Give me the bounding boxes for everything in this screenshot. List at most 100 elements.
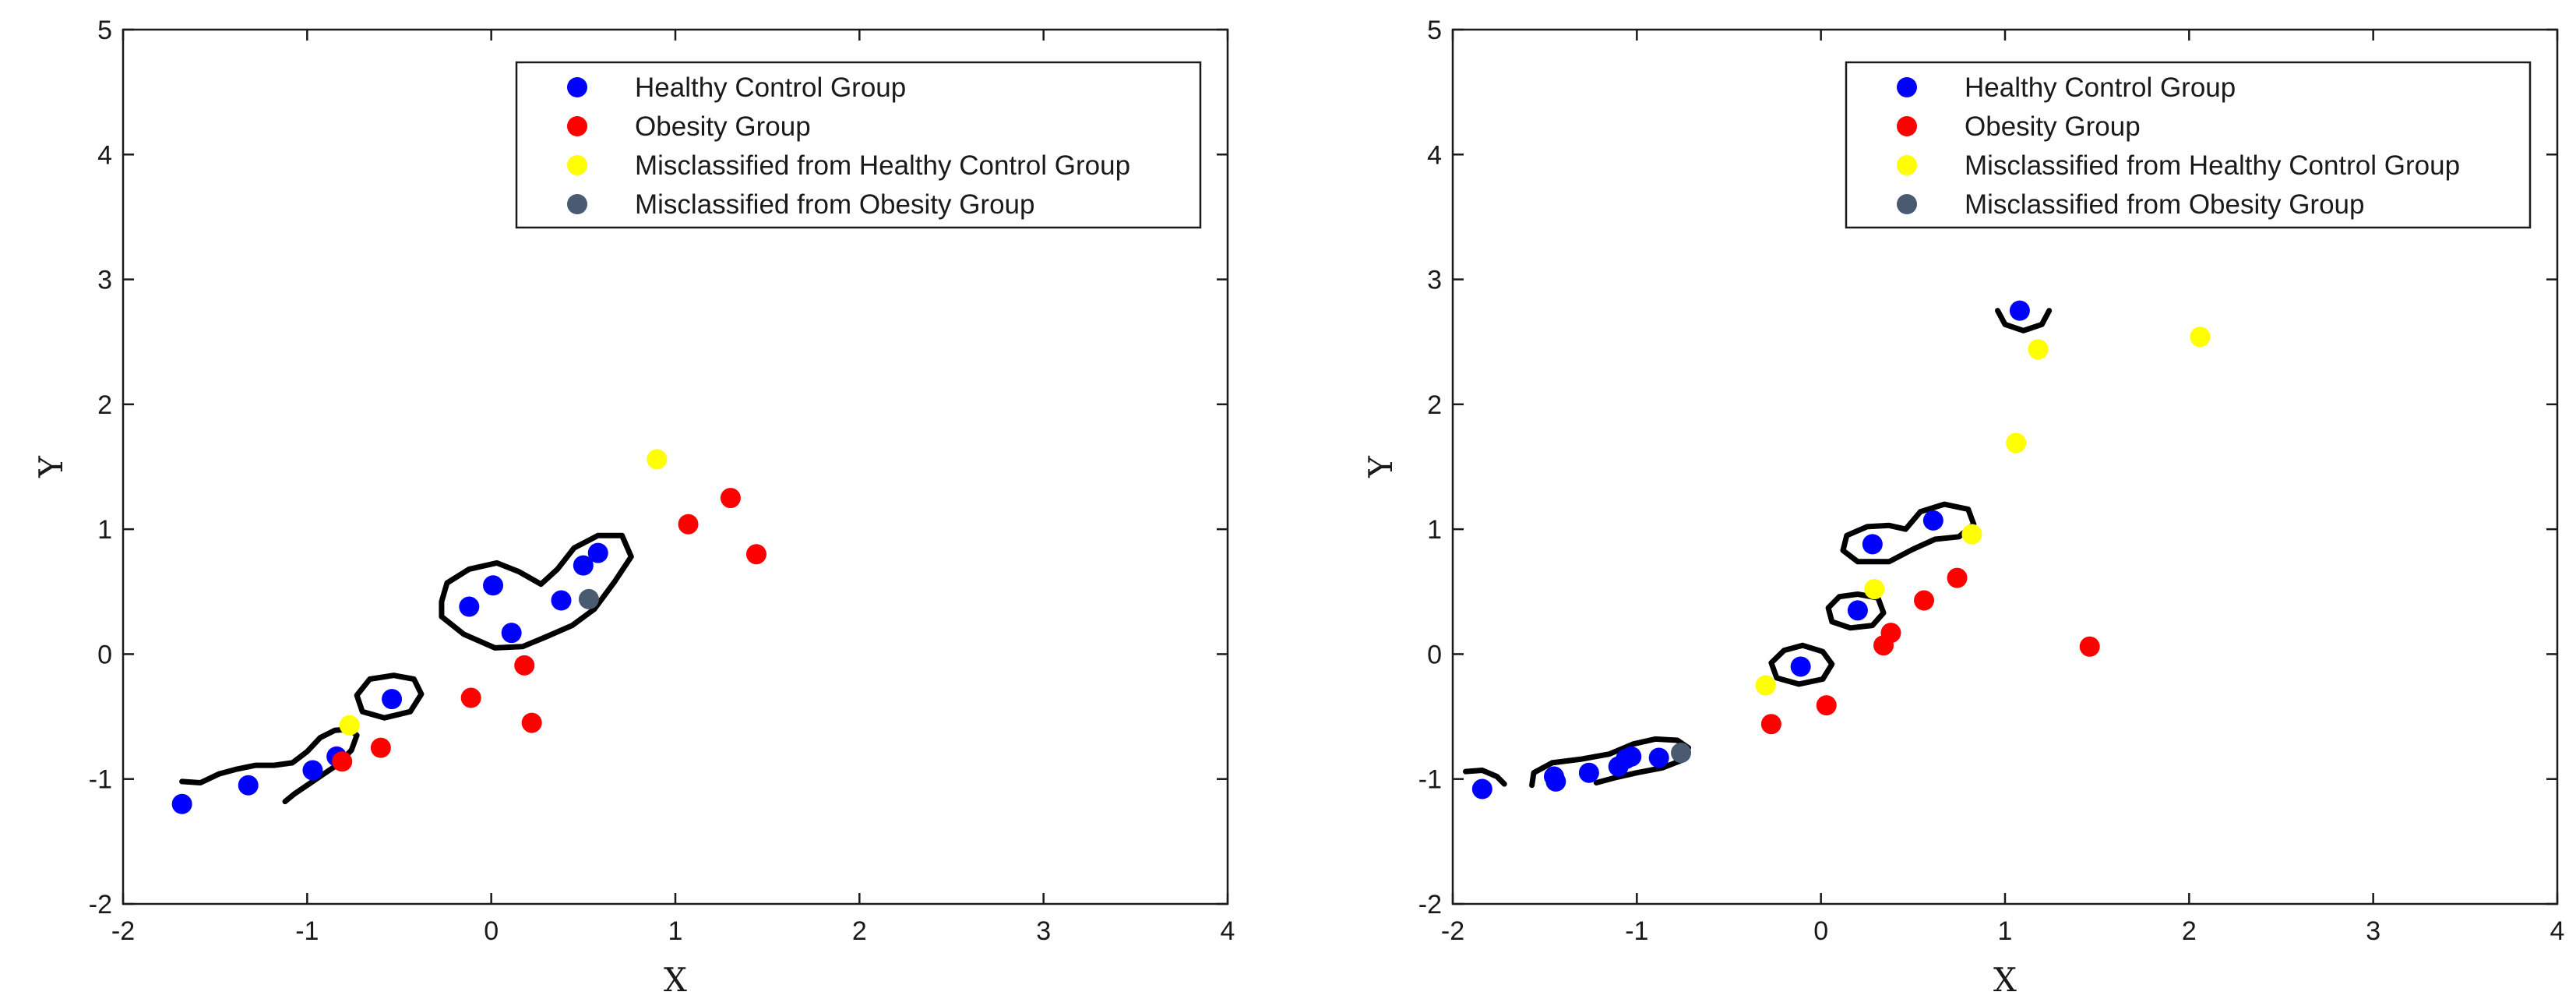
- y-tick-label: 4: [97, 140, 112, 170]
- misclassified-obesity-point: [1671, 743, 1692, 764]
- misclassified-healthy-point: [1961, 524, 1982, 545]
- x-tick-label: 0: [484, 916, 499, 946]
- obesity-point: [1760, 714, 1781, 735]
- misclassified-healthy-point: [2006, 432, 2027, 454]
- misclassified-healthy-point: [2028, 339, 2049, 360]
- healthy-point: [551, 590, 572, 611]
- obesity-point: [1947, 567, 1968, 588]
- legend: Healthy Control Group Obesity Group Miscla…: [515, 61, 1202, 229]
- x-tick-label: 2: [2182, 916, 2197, 946]
- decision-boundary-curve: [1529, 736, 1691, 789]
- y-tick-label: -2: [89, 890, 112, 920]
- healthy-point: [382, 689, 403, 710]
- decision-boundary-curve: [439, 532, 634, 651]
- y-tick-label: -1: [89, 765, 112, 795]
- y-tick-label: 0: [1427, 640, 1442, 669]
- legend-marker: [1897, 77, 1917, 97]
- healthy-point: [1471, 778, 1492, 800]
- y-tick-label: -1: [1418, 765, 1442, 795]
- misclassified-healthy-point: [647, 449, 668, 470]
- legend-entry-label: Misclassified from Healthy Control Group: [1965, 150, 2460, 181]
- y-tick-label: 5: [1427, 16, 1442, 45]
- left-chart-panel: -2 -1 0 1 2 3 4 -2 -1 0 1 2 3 4 5 X Y Healthy Control Gro…: [32, 16, 1235, 999]
- x-tick-label: 3: [1036, 916, 1051, 946]
- misclassified-healthy-point: [1864, 579, 1885, 600]
- obesity-point: [1816, 695, 1837, 716]
- obesity-point: [678, 514, 699, 535]
- legend-entry-label: Healthy Control Group: [1965, 72, 2236, 103]
- misclassified-obesity-point: [578, 588, 599, 609]
- decision-boundary-curve: [1463, 768, 1507, 787]
- healthy-point: [459, 596, 480, 617]
- legend-marker: [567, 155, 587, 175]
- healthy-point: [302, 760, 323, 781]
- x-tick-label: 3: [2366, 916, 2380, 946]
- legend: Healthy Control Group Obesity Group Miscla…: [1845, 61, 2532, 229]
- healthy-point: [2009, 300, 2030, 321]
- x-tick-label: -2: [111, 916, 135, 946]
- decision-boundary-curve: [1840, 501, 1977, 565]
- decision-boundary-curve: [1768, 642, 1835, 687]
- legend-entry-label: Misclassified from Obesity Group: [635, 189, 1034, 220]
- healthy-point: [587, 542, 608, 563]
- decision-boundary-curve: [1995, 308, 2053, 334]
- x-tick-label: 1: [668, 916, 683, 946]
- healthy-point: [1621, 746, 1642, 767]
- healthy-point: [171, 793, 192, 814]
- legend-box: [515, 61, 1202, 229]
- y-tick-label: 4: [1427, 140, 1442, 170]
- healthy-point: [1862, 534, 1883, 555]
- healthy-point: [1578, 762, 1599, 783]
- obesity-point: [720, 488, 741, 509]
- legend-entry-label: Misclassified from Healthy Control Group: [635, 150, 1130, 181]
- y-tick-label: 1: [97, 515, 112, 545]
- healthy-point: [1790, 656, 1811, 677]
- obesity-point: [521, 712, 542, 733]
- legend-box: [1845, 61, 2532, 229]
- x-tick-label: 4: [2550, 916, 2565, 946]
- right-chart-panel: -2 -1 0 1 2 3 4 -2 -1 0 1 2 3 4 5 X Y Healthy Control Gro…: [1362, 16, 2564, 999]
- legend-marker: [567, 194, 587, 214]
- healthy-point: [501, 623, 522, 644]
- x-tick-label: 0: [1813, 916, 1828, 946]
- x-tick-label: -2: [1441, 916, 1464, 946]
- x-tick-label: 1: [1998, 916, 2013, 946]
- healthy-point: [573, 555, 594, 576]
- healthy-point: [1545, 771, 1566, 792]
- decision-boundary-curve: [179, 726, 360, 805]
- healthy-point: [1922, 510, 1943, 531]
- healthy-point: [1847, 600, 1868, 621]
- legend-entry-label: Misclassified from Obesity Group: [1965, 189, 2364, 220]
- misclassified-healthy-point: [2190, 327, 2211, 348]
- x-tick-label: 4: [1221, 916, 1235, 946]
- y-tick-label: -2: [1418, 890, 1442, 920]
- obesity-point: [514, 655, 535, 676]
- y-axis-label: Y: [1362, 455, 1400, 478]
- obesity-point: [1880, 623, 1901, 644]
- x-tick-label: -1: [295, 916, 319, 946]
- x-axis-label: X: [664, 961, 687, 999]
- y-tick-label: 2: [1427, 390, 1442, 420]
- decision-boundary-curve: [354, 672, 425, 721]
- misclassified-healthy-point: [1755, 675, 1776, 696]
- healthy-point: [238, 775, 259, 796]
- healthy-point: [483, 575, 504, 596]
- y-axis-label: Y: [32, 455, 70, 478]
- decision-boundary-curve: [1825, 591, 1887, 631]
- obesity-point: [332, 751, 353, 772]
- obesity-point: [745, 544, 766, 565]
- legend-entry-label: Obesity Group: [1965, 111, 2141, 142]
- healthy-point: [1648, 747, 1669, 768]
- misclassified-healthy-point: [339, 715, 360, 736]
- x-tick-label: 2: [852, 916, 867, 946]
- y-tick-label: 1: [1427, 515, 1442, 545]
- obesity-point: [460, 687, 481, 708]
- legend-marker: [1897, 194, 1917, 214]
- legend-entry-label: Healthy Control Group: [635, 72, 906, 103]
- obesity-point: [370, 737, 391, 758]
- y-tick-label: 3: [1427, 266, 1442, 295]
- x-tick-label: -1: [1625, 916, 1648, 946]
- y-tick-label: 3: [97, 266, 112, 295]
- legend-marker: [1897, 155, 1917, 175]
